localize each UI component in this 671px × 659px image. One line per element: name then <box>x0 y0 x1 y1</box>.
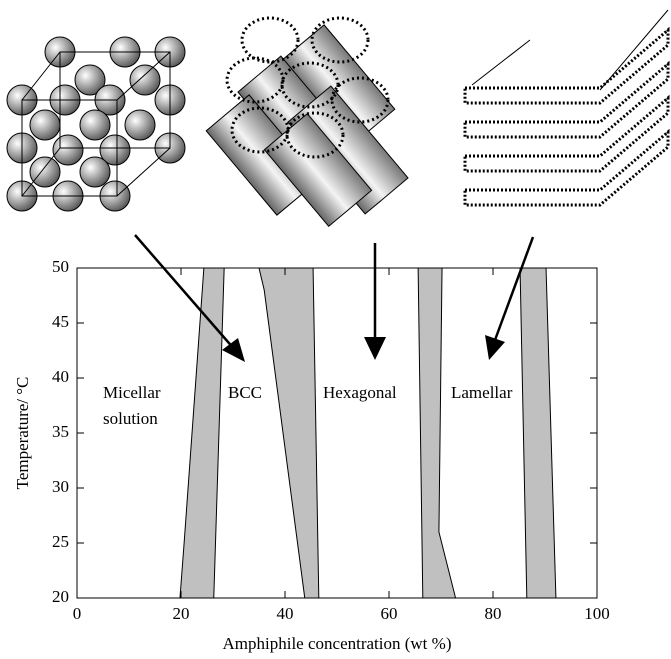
hexagonal-illustration <box>206 18 408 226</box>
phase-region <box>520 268 556 598</box>
phase-region <box>180 268 224 598</box>
y-tick-label: 35 <box>52 422 69 441</box>
x-tick-label: 60 <box>381 604 398 623</box>
y-tick-label: 30 <box>52 477 69 496</box>
y-tick-label: 20 <box>52 587 69 606</box>
x-axis-label: Amphiphile concentration (wt %) <box>223 634 452 653</box>
lamellar-illustration <box>465 10 668 205</box>
x-tick-label: 20 <box>173 604 190 623</box>
phase-label: Lamellar <box>451 383 513 402</box>
phase-region <box>259 268 319 598</box>
x-tick-label: 0 <box>73 604 82 623</box>
phase-region <box>418 268 455 598</box>
phase-label: solution <box>103 409 158 428</box>
x-tick-label: 100 <box>584 604 610 623</box>
y-tick-label: 45 <box>52 312 69 331</box>
y-axis-label: Temperature/ °C <box>13 377 32 490</box>
x-tick-label: 80 <box>485 604 502 623</box>
bcc-illustration <box>7 37 185 211</box>
arrows <box>135 235 533 362</box>
phase-label: Micellar <box>103 383 161 402</box>
x-tick-label: 40 <box>277 604 294 623</box>
chart: Amphiphile concentration (wt %) Temperat… <box>0 0 671 659</box>
plot-frame <box>77 268 597 598</box>
y-tick-label: 40 <box>52 367 69 386</box>
phase-label: BCC <box>228 383 262 402</box>
y-tick-label: 25 <box>52 532 69 551</box>
phase-label: Hexagonal <box>323 383 397 402</box>
y-tick-label: 50 <box>52 257 69 276</box>
